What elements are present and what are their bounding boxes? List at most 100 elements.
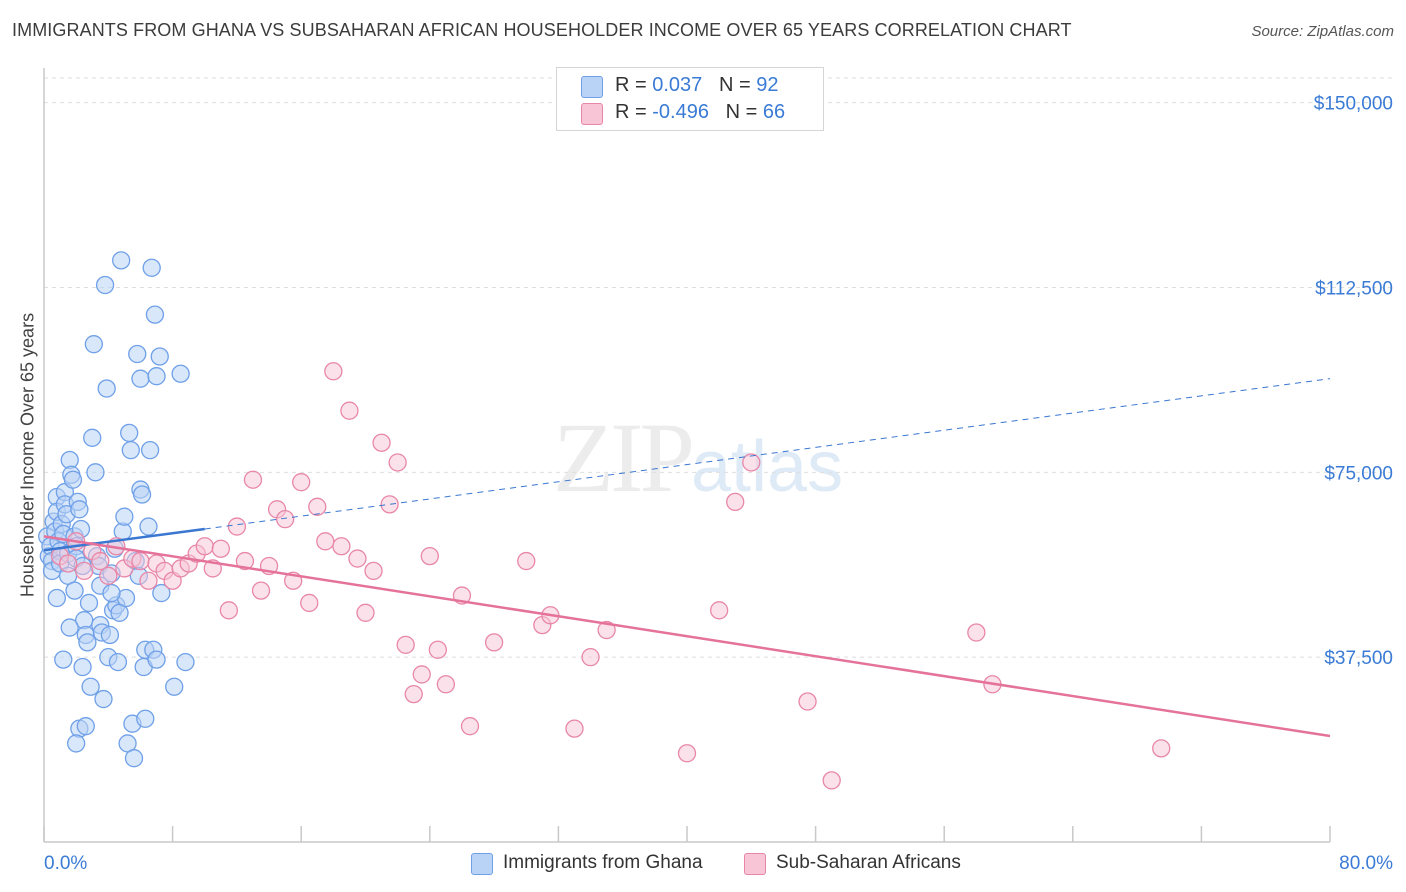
ghana-trend-extension (204, 378, 1331, 530)
ghana-point (47, 588, 67, 608)
ghana-point (120, 423, 139, 443)
ghana-point (102, 583, 121, 603)
bottom-legend-swatch-subsaharan (744, 853, 766, 875)
legend-n-label: N = (718, 74, 757, 96)
subsaharan-point (99, 566, 118, 585)
subsaharan-point (428, 640, 447, 659)
subsaharan-point (275, 509, 295, 529)
y-tick-label: $150,000 (1314, 94, 1393, 115)
ghana-point (147, 650, 166, 669)
subsaharan-point (211, 539, 230, 558)
legend-n-label: N = (725, 101, 763, 123)
subsaharan-point (356, 603, 375, 622)
ghana-point (65, 581, 84, 600)
subsaharan-point (219, 601, 239, 620)
subsaharan-point (396, 635, 415, 654)
ghana-point (95, 275, 115, 295)
subsaharan-point (300, 593, 319, 613)
subsaharan-point (517, 551, 536, 571)
legend-n-value: 92 (756, 74, 779, 96)
subsaharan-point (726, 492, 745, 512)
subsaharan-point (348, 549, 367, 568)
watermark: ZIPatlas (553, 400, 843, 515)
subsaharan-point (292, 473, 311, 492)
ghana-point (152, 583, 171, 603)
subsaharan-point (139, 571, 158, 590)
subsaharan-point (332, 537, 351, 556)
ghana-point (145, 305, 165, 324)
subsaharan-point (58, 554, 78, 573)
subsaharan-point (460, 717, 480, 736)
bottom-legend-swatch-ghana (471, 853, 493, 875)
y-tick-label: $37,500 (1324, 648, 1393, 669)
y-tick-label: $112,500 (1315, 278, 1393, 299)
subsaharan-point (677, 744, 697, 763)
ghana-point (70, 500, 89, 519)
ghana-point (83, 428, 102, 447)
ghana-point (54, 650, 73, 669)
subsaharan-point (131, 551, 150, 571)
ghana-point (86, 463, 105, 482)
watermark-zip: ZIP (553, 402, 695, 513)
bottom-legend-label-subsaharan: Sub-Saharan Africans (776, 852, 961, 873)
ghana-point (142, 258, 161, 277)
ghana-point (136, 709, 155, 728)
axes (43, 68, 1331, 843)
ghana-point (79, 593, 99, 613)
ghana-point (131, 369, 150, 388)
ghana-point (81, 677, 100, 696)
bottom-legend-label-ghana: Immigrants from Ghana (503, 852, 703, 873)
subsaharan-point (1152, 739, 1171, 758)
source-label: Source: ZipAtlas.com (1251, 23, 1394, 40)
ghana-point (97, 379, 116, 398)
legend-swatch-ghana (581, 76, 603, 98)
subsaharan-point (388, 453, 407, 472)
ghana-point (60, 618, 79, 637)
x-tick-label-min: 0.0% (44, 853, 87, 874)
ghana-point (67, 734, 86, 753)
ghana-point (139, 517, 158, 536)
ghana-point (176, 652, 195, 672)
ghana-point (150, 347, 169, 366)
subsaharan-point (597, 620, 616, 640)
subsaharan-point (75, 561, 94, 581)
subsaharan-point (484, 633, 504, 652)
ghana-point (108, 652, 128, 672)
subsaharan-trend-line (43, 535, 1331, 738)
ghana-point (121, 440, 140, 460)
subsaharan-point (380, 495, 399, 514)
ghana-point (132, 485, 152, 504)
subsaharan-point (436, 675, 456, 694)
ghana-point (94, 689, 113, 709)
ghana-point (78, 633, 97, 652)
ghana-point (115, 507, 134, 526)
ghana-point (73, 657, 92, 677)
subsaharan-point (412, 665, 431, 684)
watermark-atlas: atlas (691, 427, 844, 507)
subsaharan-points (50, 362, 1171, 790)
subsaharan-point (404, 684, 423, 704)
subsaharan-point (420, 546, 439, 566)
y-tick-labels: $37,500 $75,000 $112,500 $150,000 (1314, 94, 1393, 670)
ghana-point (147, 367, 166, 386)
legend-r-label: R = (615, 101, 653, 123)
trend-lines (43, 378, 1331, 738)
subsaharan-point (308, 497, 327, 516)
legend-n-value: 66 (762, 101, 786, 123)
legend-r-label: R = (615, 74, 653, 96)
x-tick-labels: 0.0% 80.0% (44, 853, 1393, 874)
subsaharan-point (251, 581, 271, 600)
subsaharan-point (565, 719, 584, 738)
subsaharan-point (235, 551, 255, 571)
subsaharan-point (822, 771, 841, 790)
subsaharan-point (967, 623, 986, 642)
subsaharan-point (195, 537, 214, 556)
subsaharan-point (364, 561, 383, 581)
ghana-point (171, 364, 190, 383)
ghana-point (112, 251, 131, 270)
subsaharan-point (798, 692, 817, 711)
ghana-point (63, 470, 83, 489)
y-tick-label: $75,000 (1324, 463, 1393, 484)
ghana-point (165, 677, 184, 696)
